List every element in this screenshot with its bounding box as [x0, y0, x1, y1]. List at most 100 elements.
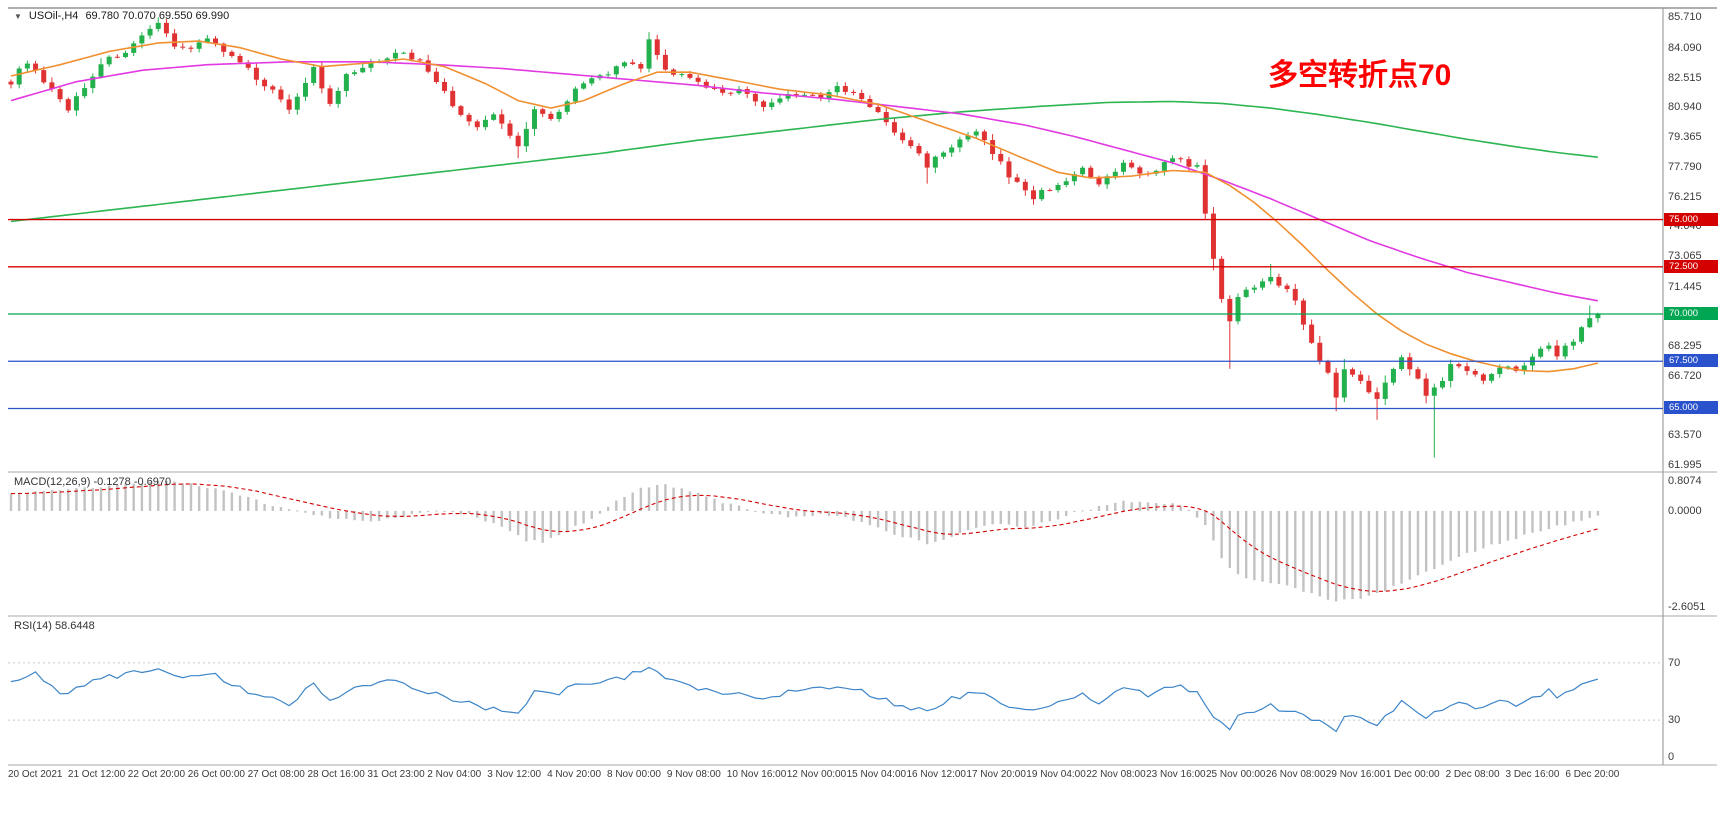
candle-up [491, 114, 497, 120]
macd-bar [688, 491, 692, 511]
macd-bar [189, 483, 193, 511]
candle-down [908, 140, 914, 147]
macd-bar [1244, 510, 1248, 579]
ma-mid-magenta [10, 60, 1599, 302]
macd-bar [1547, 510, 1551, 530]
macd-bar [255, 499, 258, 511]
candle-down [793, 94, 799, 96]
candle-down [1292, 289, 1298, 301]
candle-down [1006, 161, 1012, 178]
time-axis-label[interactable]: 26 Oct 00:00 [187, 769, 245, 780]
candle-down [1456, 364, 1462, 367]
candle-up [24, 63, 30, 69]
candle-up [139, 35, 145, 44]
time-axis-label[interactable]: 3 Nov 12:00 [487, 769, 542, 780]
candle-down [1096, 177, 1102, 185]
symbol-period-label: USOil-,H4 [28, 10, 79, 22]
time-axis-label[interactable]: 22 Nov 08:00 [1086, 769, 1146, 780]
time-axis-label[interactable]: 9 Nov 08:00 [666, 769, 721, 780]
time-axis-label[interactable]: 1 Dec 00:00 [1385, 769, 1440, 780]
time-axis-label[interactable]: 28 Oct 16:00 [307, 769, 365, 780]
macd-bar [983, 510, 986, 526]
time-axis-label[interactable]: 29 Nov 16:00 [1325, 769, 1386, 780]
macd-bar [75, 488, 78, 511]
macd-bar [762, 510, 765, 514]
candle-up [131, 43, 137, 53]
macd-bar [369, 510, 373, 522]
time-axis-label[interactable]: 27 Oct 08:00 [247, 769, 305, 780]
candle-up [556, 111, 562, 119]
candle-up [1440, 380, 1445, 388]
time-axis-label[interactable]: 8 Nov 00:00 [607, 769, 661, 780]
macd-bar [1146, 502, 1150, 511]
time-axis-label[interactable]: 22 Oct 20:00 [127, 769, 186, 780]
candle-down [703, 81, 709, 88]
time-axis-label[interactable]: 3 Dec 16:00 [1505, 769, 1560, 780]
time-axis-label[interactable]: 25 Nov 00:00 [1206, 769, 1266, 780]
macd-bar [83, 487, 86, 511]
candle-up [1562, 345, 1568, 357]
time-axis-label[interactable]: 2 Nov 04:00 [427, 769, 482, 780]
time-axis-label[interactable]: 15 Nov 04:00 [846, 769, 907, 780]
candle-up [785, 94, 791, 99]
candle-down [221, 43, 227, 52]
candle-down [1276, 276, 1282, 286]
symbol-dropdown-icon[interactable]: ▼ [14, 11, 22, 21]
macd-bar [623, 497, 626, 511]
time-axis-label[interactable]: 4 Nov 20:00 [547, 769, 602, 780]
macd-bar [157, 481, 160, 511]
macd-bar [1465, 510, 1469, 553]
candle-down [65, 99, 71, 111]
time-axis-label[interactable]: 2 Dec 08:00 [1445, 769, 1500, 780]
candle-down [442, 82, 448, 91]
macd-bar [1007, 510, 1011, 525]
macd-bar [835, 510, 839, 516]
macd-bar [459, 510, 463, 515]
macd-bar [1424, 510, 1428, 572]
time-axis-label[interactable]: 12 Nov 00:00 [786, 769, 847, 780]
price-level-badge: 75.000 [1664, 212, 1718, 226]
candle-up [73, 96, 79, 111]
candle-down [990, 140, 996, 155]
rsi-axis-label: 0 [1668, 751, 1675, 763]
macd-bar [1056, 510, 1060, 520]
time-axis-label[interactable]: 26 Nov 08:00 [1265, 769, 1326, 780]
macd-bar [1253, 510, 1256, 581]
macd-bar [222, 490, 225, 511]
rsi-label: RSI(14) 58.6448 [14, 620, 95, 632]
candle-up [147, 28, 153, 36]
macd-bar [696, 492, 700, 511]
candle-down [1031, 190, 1036, 200]
candle-down [842, 86, 848, 92]
macd-bar [337, 510, 340, 519]
candle-up [352, 72, 358, 75]
time-axis-label[interactable]: 20 Oct 2021 [8, 769, 63, 780]
candle-up [646, 39, 652, 69]
candle-down [662, 54, 668, 70]
candle-down [409, 52, 415, 60]
time-axis-label[interactable]: 31 Oct 23:00 [367, 769, 425, 780]
candle-up [1080, 167, 1086, 175]
time-axis-label[interactable]: 19 Nov 04:00 [1026, 769, 1086, 780]
time-axis-label[interactable]: 21 Oct 12:00 [67, 769, 126, 780]
macd-bar [1081, 510, 1084, 512]
candle-down [1014, 177, 1020, 182]
candle-up [343, 74, 349, 91]
time-axis-label[interactable]: 17 Nov 20:00 [966, 769, 1026, 780]
macd-bar [353, 510, 356, 521]
candle-down [163, 22, 169, 34]
candle-up [679, 74, 685, 76]
time-axis-label[interactable]: 16 Nov 12:00 [906, 769, 967, 780]
candle-up [1538, 348, 1544, 357]
macd-bar [116, 484, 119, 511]
macd-bar [885, 510, 888, 532]
candle-up [1497, 367, 1503, 375]
candle-up [368, 62, 374, 68]
time-axis-label[interactable]: 10 Nov 16:00 [726, 769, 787, 780]
time-axis-label[interactable]: 23 Nov 16:00 [1146, 769, 1206, 780]
macd-bar [1555, 510, 1559, 526]
time-axis-label[interactable]: 6 Dec 20:00 [1565, 769, 1620, 780]
candle-down [548, 113, 554, 119]
